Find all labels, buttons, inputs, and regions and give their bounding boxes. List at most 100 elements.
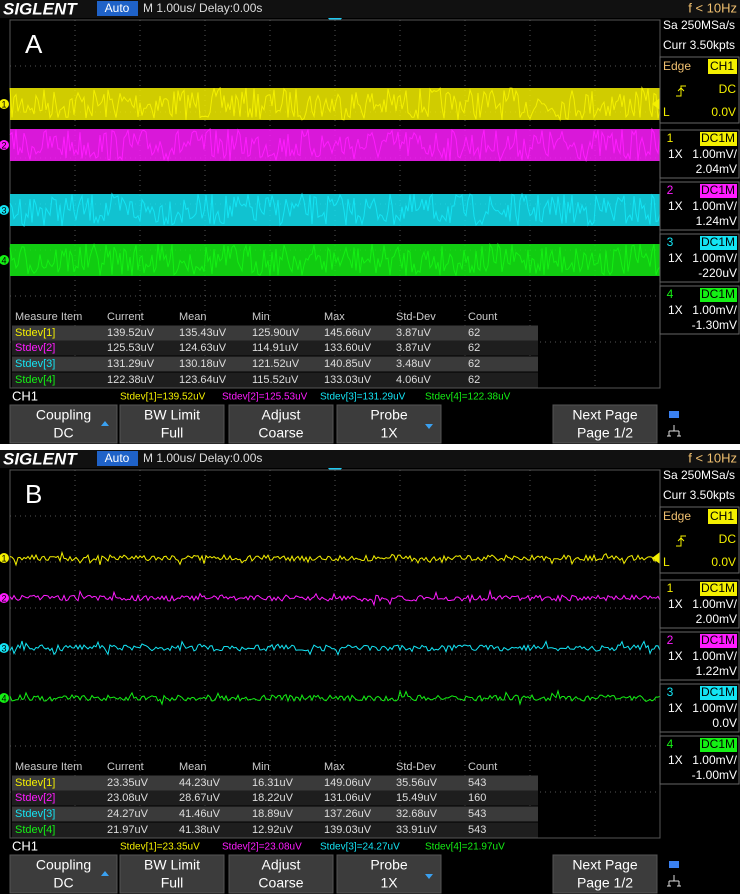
channel-number: 4 — [667, 287, 674, 301]
menu-value: Full — [161, 425, 184, 441]
network-icon — [667, 875, 681, 887]
menu-button-bg[interactable] — [119, 404, 225, 444]
channel-scale: 1.00mV/ — [692, 303, 737, 317]
usb-icon — [669, 861, 679, 868]
waveform-trace — [9, 689, 661, 706]
measure-cell: 123.64uV — [179, 374, 227, 386]
channel-marker-label: 2 — [1, 140, 6, 150]
menu-button[interactable]: BW Limit Full — [119, 404, 225, 444]
menu-button[interactable]: Adjust Coarse — [228, 854, 334, 894]
menu-button-bg[interactable] — [9, 854, 118, 894]
measure-cell: 18.89uV — [252, 808, 294, 820]
measure-cell: 23.08uV — [107, 792, 149, 804]
measure-cell: 125.53uV — [107, 342, 155, 354]
status-readout: Stdev[2]=125.53uV — [222, 392, 308, 403]
channel-scale: 1.00mV/ — [692, 597, 737, 611]
channel-marker — [0, 553, 9, 563]
trigger-source: CH1 — [710, 59, 734, 73]
menu-button-bg[interactable] — [552, 404, 658, 444]
channel-marker-label: 4 — [1, 255, 6, 265]
measure-cell: 3.48uV — [396, 358, 432, 370]
frequency: f < 10Hz — [688, 450, 737, 465]
status-channel: CH1 — [12, 838, 38, 853]
channel-scale: 1.00mV/ — [692, 649, 737, 663]
menu-button[interactable]: BW Limit Full — [119, 854, 225, 894]
channel-probe: 1X — [668, 303, 683, 317]
measure-column-header: Current — [107, 311, 144, 323]
menu-button[interactable]: Probe 1X — [336, 854, 442, 894]
measure-cell: 28.67uV — [179, 792, 221, 804]
status-readout: Stdev[2]=23.08uV — [222, 842, 302, 853]
channel-scale: 1.00mV/ — [692, 199, 737, 213]
menu-title: Coupling — [36, 857, 91, 873]
measure-row — [12, 325, 538, 341]
measure-cell: 121.52uV — [252, 358, 300, 370]
menu-button-bg[interactable] — [552, 854, 658, 894]
channel-marker — [0, 593, 9, 603]
measure-row — [12, 806, 538, 822]
measure-column-header: Mean — [179, 311, 207, 323]
measure-cell: 35.56uV — [396, 777, 438, 789]
menu-button-bg[interactable] — [336, 404, 442, 444]
usb-icon — [669, 411, 679, 418]
measure-column-header: Measure Item — [15, 761, 82, 773]
trigger-source-box — [708, 59, 737, 74]
measure-cell: 16.31uV — [252, 777, 294, 789]
channel-probe: 1X — [668, 199, 683, 213]
trigger-source-box — [708, 509, 737, 524]
menu-button-bg[interactable] — [336, 854, 442, 894]
measure-row — [12, 790, 538, 806]
trigger-level: 0.0V — [711, 105, 736, 119]
channel-number: 3 — [667, 235, 674, 249]
menu-button[interactable]: Coupling DC — [9, 404, 118, 444]
mode-box — [97, 451, 138, 466]
menu-value: Page 1/2 — [577, 425, 633, 441]
channel-probe: 1X — [668, 597, 683, 611]
channel-coupling: DC1M — [701, 737, 735, 751]
channel-number: 2 — [667, 183, 674, 197]
status-readout: Stdev[3]=24.27uV — [320, 842, 400, 853]
waveform-trace — [9, 86, 661, 122]
menu-button-bg[interactable] — [228, 854, 334, 894]
memory-points: Curr 3.50kpts — [663, 38, 735, 52]
level-label: L — [663, 555, 670, 569]
edge-icon — [676, 85, 686, 97]
channel-marker — [0, 99, 9, 109]
waveform-trace — [9, 589, 661, 607]
menu-button-bg[interactable] — [9, 404, 118, 444]
menu-button[interactable]: Coupling DC — [9, 854, 118, 894]
channel-marker — [0, 140, 9, 150]
measure-column-header: Max — [324, 311, 345, 323]
trigger-level: 0.0V — [711, 555, 736, 569]
menu-button-bg[interactable] — [119, 854, 225, 894]
menu-button[interactable]: Probe 1X — [336, 404, 442, 444]
measure-cell: 4.06uV — [396, 374, 432, 386]
mode-box — [97, 1, 138, 16]
measure-cell: 21.97uV — [107, 824, 149, 836]
noise-band — [10, 129, 660, 161]
channel-marker-label: 1 — [1, 553, 6, 563]
measure-cell: 125.90uV — [252, 327, 300, 339]
channel-coupling: DC1M — [701, 235, 735, 249]
menu-title: Coupling — [36, 407, 91, 423]
channel-number: 2 — [667, 633, 674, 647]
measure-item: Stdev[3] — [15, 808, 55, 820]
coupling-box — [700, 686, 737, 700]
menu-button[interactable]: Next Page Page 1/2 — [552, 854, 658, 894]
menu-button[interactable]: Next Page Page 1/2 — [552, 404, 658, 444]
coupling-box — [700, 288, 737, 302]
measure-cell: 124.63uV — [179, 342, 227, 354]
measure-item: Stdev[4] — [15, 824, 55, 836]
menu-button[interactable]: Adjust Coarse — [228, 404, 334, 444]
panel-label: B — [25, 479, 42, 509]
channel-scale: 1.00mV/ — [692, 251, 737, 265]
sample-rate: Sa 250MSa/s — [663, 18, 735, 32]
measure-item: Stdev[2] — [15, 342, 55, 354]
channel-probe: 1X — [668, 701, 683, 715]
menu-button-bg[interactable] — [228, 404, 334, 444]
menu-value: Coarse — [258, 425, 303, 441]
channel-number: 1 — [667, 131, 674, 145]
status-readout: Stdev[4]=122.38uV — [425, 392, 511, 403]
channel-probe: 1X — [668, 753, 683, 767]
channel-coupling: DC1M — [701, 183, 735, 197]
